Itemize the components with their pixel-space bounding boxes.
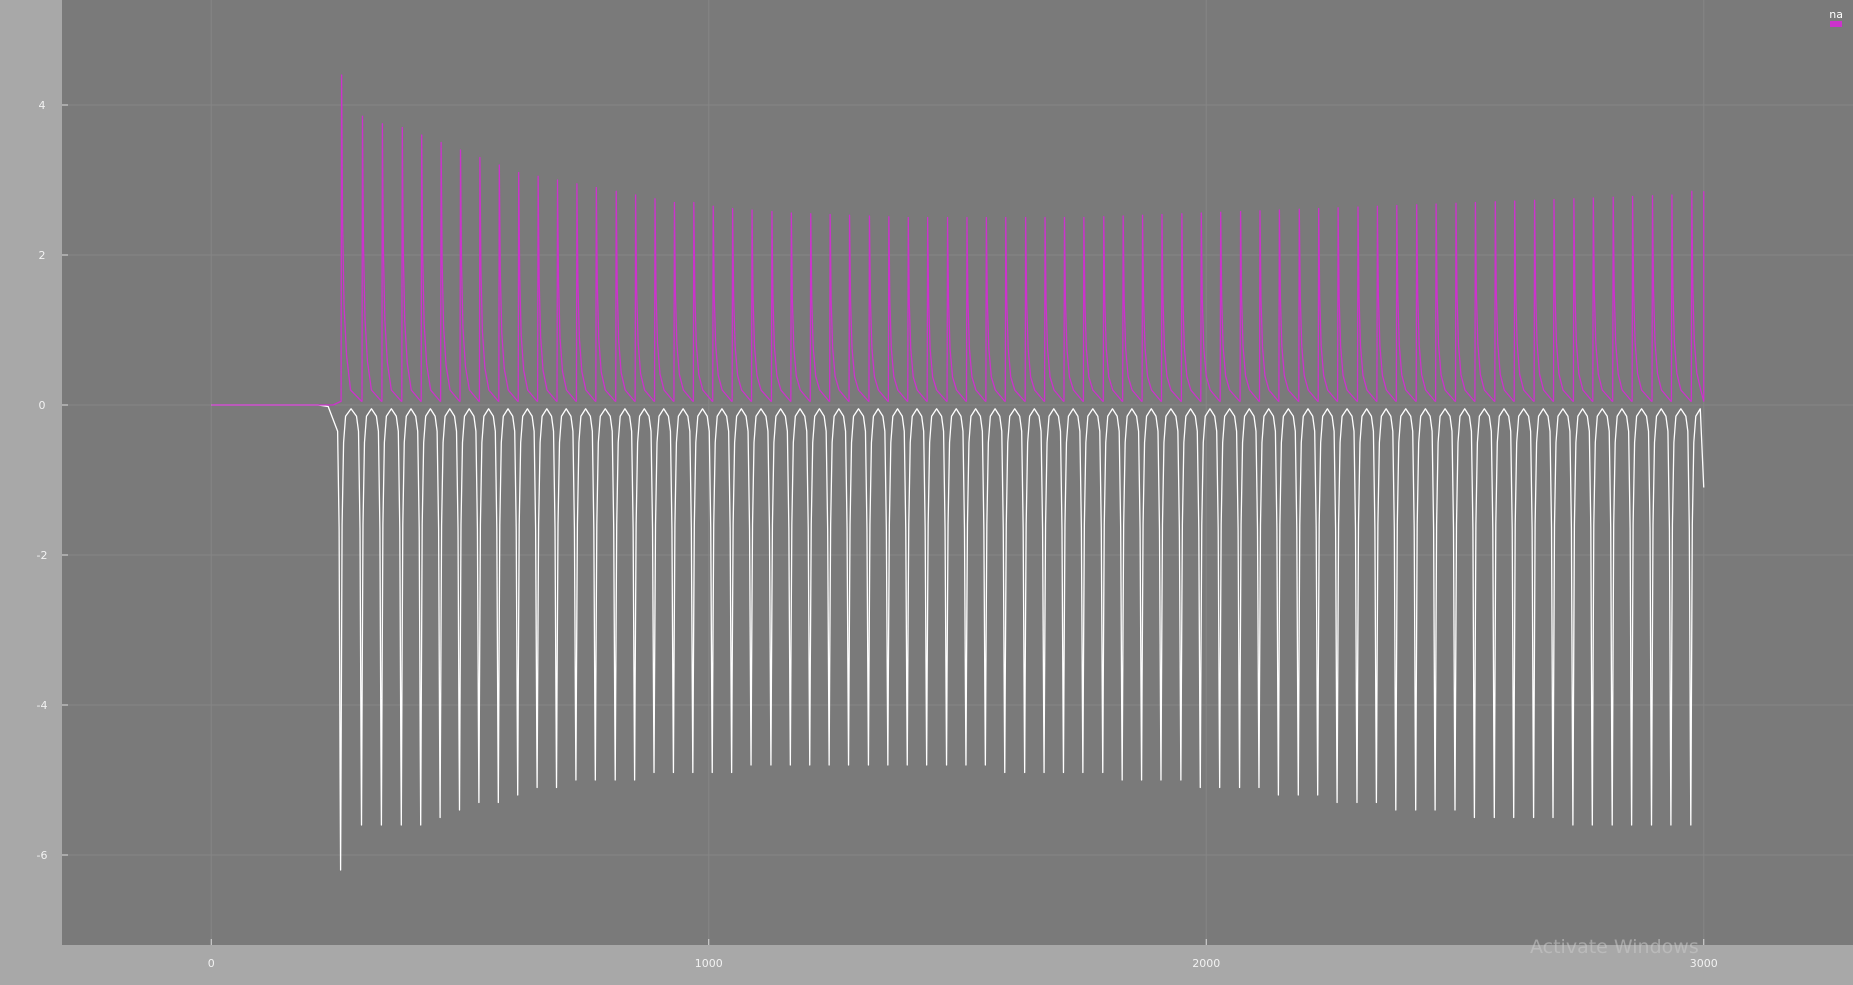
x-tick-label: 3000 [1690,957,1718,970]
legend: na [1829,8,1843,27]
x-tick-label: 2000 [1192,957,1220,970]
series-lines [211,74,1705,871]
plot-background [62,0,1853,945]
windows-activation-watermark: Activate Windows [1530,936,1699,958]
x-tick-label: 0 [208,957,215,970]
series-line-series2 [211,74,1705,406]
y-tick-label: 2 [39,249,46,262]
x-tick-label: 1000 [695,957,723,970]
series-line-na [211,404,1705,871]
y-tick-label: 0 [39,399,46,412]
legend-swatch [1830,21,1842,27]
y-tick-label: -4 [37,699,48,712]
legend-label: na [1829,8,1843,21]
y-tick-label: -6 [37,849,48,862]
y-tick-label: 4 [39,99,46,112]
axes: -6 -4 -2 0 2 4 0 1000 2000 3000 [37,99,1718,970]
y-tick-label: -2 [37,549,48,562]
